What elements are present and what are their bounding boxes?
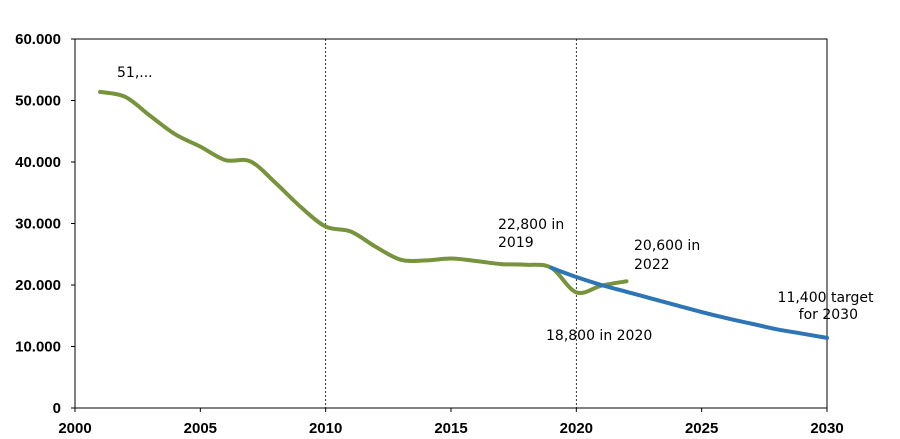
x-tick-label: 2005 <box>184 420 217 437</box>
y-tick-label: 60.000 <box>15 31 61 48</box>
x-tick-label: 2015 <box>434 420 467 437</box>
x-tick-label: 2025 <box>685 420 718 437</box>
series-line-0 <box>98 89 629 296</box>
plot-frame <box>74 38 828 409</box>
x-tick-label: 2010 <box>309 420 342 437</box>
x-tick-label: 2000 <box>58 420 91 437</box>
reference-lines <box>325 39 577 408</box>
y-tick-label: 20.000 <box>15 277 61 294</box>
y-tick-label: 0 <box>53 400 61 417</box>
annotation-2022: 20,600 in 2022 <box>634 238 705 273</box>
y-tick-label: 10.000 <box>15 339 61 356</box>
y-tick-label: 50.000 <box>15 93 61 110</box>
series-line-1 <box>549 265 829 340</box>
x-axis: 2000 2005 2010 2015 2020 2025 2030 <box>58 408 844 437</box>
x-tick-label: 2030 <box>810 420 843 437</box>
series-layer <box>98 89 829 340</box>
x-tick-label: 2020 <box>560 420 593 437</box>
y-tick-label: 40.000 <box>15 154 61 171</box>
y-axis: 0 10.000 20.000 30.000 40.000 50.000 60.000 <box>15 31 75 417</box>
annotation-2030: 11,400 target for 2030 <box>778 290 878 323</box>
annotation-2001: 51,... <box>117 65 153 81</box>
annotation-2019: 22,800 in 2019 <box>498 217 569 251</box>
y-tick-label: 30.000 <box>15 216 61 233</box>
annotation-2020: 18,800 in 2020 <box>546 328 652 344</box>
